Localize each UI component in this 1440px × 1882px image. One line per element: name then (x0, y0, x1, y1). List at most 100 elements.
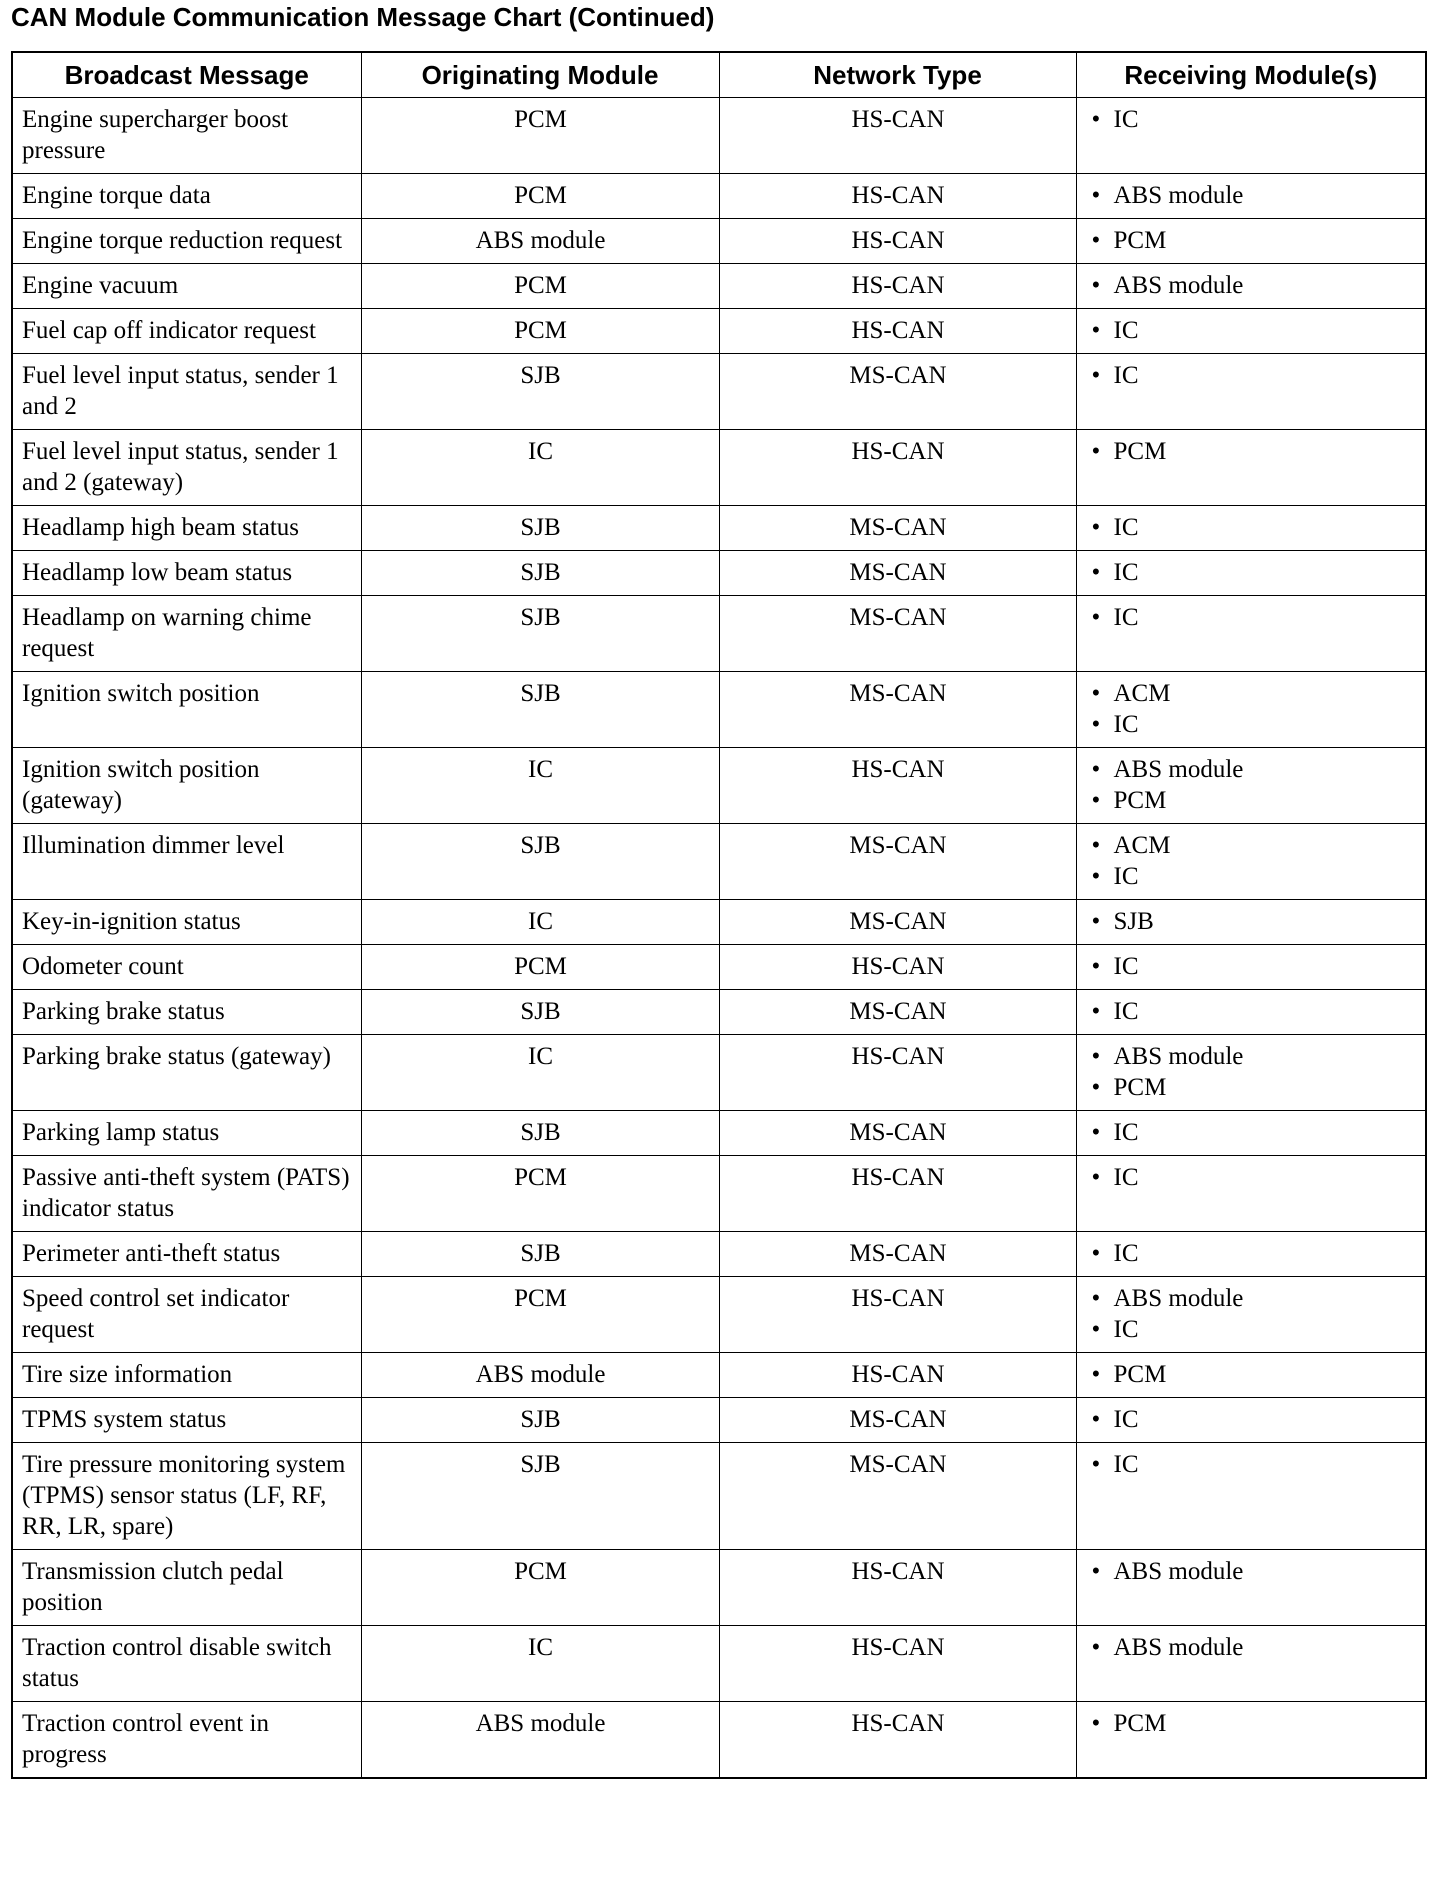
origin-cell: IC (360, 1034, 720, 1111)
receiver-list: IC (1086, 602, 1418, 633)
origin-cell: SJB (360, 671, 720, 748)
receivers-cell: IC (1075, 1442, 1427, 1550)
receivers-cell: ABS modulePCM (1075, 1034, 1427, 1111)
message-cell: Engine vacuum (11, 263, 362, 309)
origin-cell: ABS module (360, 1701, 720, 1779)
receiver-list: IC (1086, 951, 1418, 982)
network-cell: HS-CAN (718, 173, 1077, 219)
network-cell: HS-CAN (718, 944, 1077, 990)
receiver-list: IC (1086, 1162, 1418, 1193)
origin-cell: PCM (360, 1155, 720, 1232)
receiver-item: IC (1086, 602, 1418, 633)
receiver-list: IC (1086, 557, 1418, 588)
message-cell: Ignition switch position (11, 671, 362, 748)
title: CAN Module Communication Message Chart (… (11, 2, 715, 32)
network-cell: HS-CAN (718, 1701, 1077, 1779)
receiver-item: ABS module (1086, 1556, 1418, 1587)
message-cell: Fuel level input status, sender 1 and 2 (11, 353, 362, 430)
origin-cell: ABS module (360, 1352, 720, 1398)
origin-cell: SJB (360, 1397, 720, 1443)
network-cell: HS-CAN (718, 218, 1077, 264)
receivers-cell: PCM (1075, 1352, 1427, 1398)
origin-cell: IC (360, 1625, 720, 1702)
receiver-item: IC (1086, 1117, 1418, 1148)
table-row: Traction control event in progress ABS mo… (11, 1701, 1427, 1779)
receivers-cell: IC (1075, 989, 1427, 1035)
receivers-cell: ABS module (1075, 1625, 1427, 1702)
origin-cell: IC (360, 429, 720, 506)
table-row: Passive anti-theft system (PATS) indicat… (11, 1155, 1427, 1232)
network-cell: HS-CAN (718, 1276, 1077, 1353)
network-cell: HS-CAN (718, 1155, 1077, 1232)
network-cell: HS-CAN (718, 97, 1077, 174)
receiver-list: ACMIC (1086, 678, 1418, 740)
table-row: Speed control set indicator request PCM HS… (11, 1276, 1427, 1353)
receiver-list: IC (1086, 315, 1418, 346)
table-row: Ignition switch position (gateway) IC HS-C… (11, 747, 1427, 824)
receiver-list: ACMIC (1086, 830, 1418, 892)
origin-cell: SJB (360, 989, 720, 1035)
network-cell: MS-CAN (718, 1231, 1077, 1277)
network-cell: MS-CAN (718, 1442, 1077, 1550)
message-cell: Engine torque data (11, 173, 362, 219)
origin-cell: PCM (360, 263, 720, 309)
origin-cell: SJB (360, 823, 720, 900)
receiver-list: ABS modulePCM (1086, 1041, 1418, 1103)
origin-cell: SJB (360, 550, 720, 596)
receivers-cell: PCM (1075, 218, 1427, 264)
network-cell: HS-CAN (718, 263, 1077, 309)
network-cell: HS-CAN (718, 1549, 1077, 1626)
network-cell: HS-CAN (718, 1625, 1077, 1702)
receivers-cell: IC (1075, 97, 1427, 174)
receiver-item: PCM (1086, 785, 1418, 816)
network-cell: MS-CAN (718, 1397, 1077, 1443)
column-header: Network Type (718, 51, 1077, 98)
receivers-cell: ABS module (1075, 1549, 1427, 1626)
receiver-list: ABS module (1086, 1632, 1418, 1663)
receiver-item: ACM (1086, 678, 1418, 709)
receiver-item: PCM (1086, 1359, 1418, 1390)
table-row: Tire pressure monitoring system (TPMS) s… (11, 1442, 1427, 1550)
network-cell: MS-CAN (718, 505, 1077, 551)
message-cell: Parking brake status (gateway) (11, 1034, 362, 1111)
receiver-list: PCM (1086, 1708, 1418, 1739)
column-header: Originating Module (360, 51, 720, 98)
origin-cell: SJB (360, 1110, 720, 1156)
message-cell: Headlamp high beam status (11, 505, 362, 551)
receivers-cell: IC (1075, 1155, 1427, 1232)
receivers-cell: IC (1075, 944, 1427, 990)
receiver-list: IC (1086, 1238, 1418, 1269)
receivers-cell: IC (1075, 595, 1427, 672)
receiver-list: PCM (1086, 225, 1418, 256)
network-cell: MS-CAN (718, 671, 1077, 748)
receivers-cell: ABS module (1075, 263, 1427, 309)
receivers-cell: IC (1075, 550, 1427, 596)
receiver-item: PCM (1086, 1072, 1418, 1103)
receiver-item: IC (1086, 951, 1418, 982)
table-row: Engine torque reduction request ABS modul… (11, 218, 1427, 264)
receiver-item: IC (1086, 861, 1418, 892)
message-cell: Traction control disable switch status (11, 1625, 362, 1702)
origin-cell: PCM (360, 173, 720, 219)
receiver-list: IC (1086, 1449, 1418, 1480)
message-cell: Headlamp low beam status (11, 550, 362, 596)
network-cell: MS-CAN (718, 595, 1077, 672)
column-header: Receiving Module(s) (1075, 51, 1427, 98)
receiver-list: ABS module (1086, 270, 1418, 301)
receiver-item: SJB (1086, 906, 1418, 937)
origin-cell: SJB (360, 353, 720, 430)
network-cell: HS-CAN (718, 308, 1077, 354)
network-cell: MS-CAN (718, 353, 1077, 430)
origin-cell: ABS module (360, 218, 720, 264)
receivers-cell: PCM (1075, 429, 1427, 506)
receiver-list: IC (1086, 104, 1418, 135)
receiver-item: IC (1086, 1238, 1418, 1269)
